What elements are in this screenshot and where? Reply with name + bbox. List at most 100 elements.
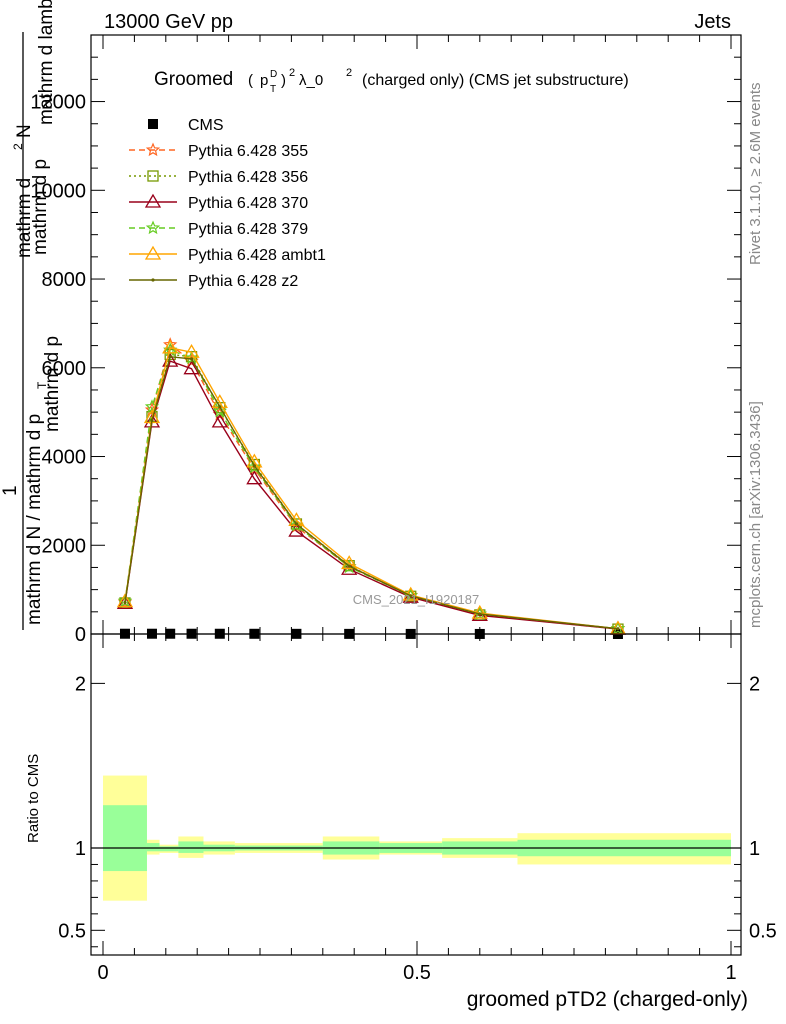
svg-text:N: N	[14, 124, 35, 138]
title-sq2: 2	[346, 67, 352, 79]
legend-marker-ambt1	[144, 245, 162, 260]
watermark: CMS_2021_I1920187	[353, 592, 480, 607]
mcplots-label: mcplots.cern.ch [arXiv:1306.3436]	[747, 401, 764, 628]
header-left: 13000 GeV pp	[104, 11, 233, 33]
legend-label-p356: Pythia 6.428 356	[188, 169, 308, 186]
y-tick-label: 2000	[42, 535, 87, 557]
svg-text:T: T	[35, 381, 49, 389]
x-tick-label: 0.5	[403, 962, 431, 984]
series-line-p355	[124, 343, 619, 630]
svg-text:(charged only) (CMS jet substr: (charged only) (CMS jet substructure)	[362, 72, 629, 89]
title-sub-t: T	[270, 84, 276, 95]
data-point-p379-5	[247, 459, 262, 474]
ratio-band-inner-2	[159, 846, 179, 852]
legend-marker-p355	[145, 142, 161, 157]
data-point-p370-1	[143, 413, 161, 428]
svg-text:p: p	[260, 72, 268, 89]
svg-text:(: (	[248, 72, 253, 89]
legend-marker-p356	[147, 170, 159, 182]
legend-marker-z2	[151, 278, 155, 282]
title-p: p	[260, 72, 268, 89]
data-point-z2-3	[189, 357, 194, 361]
title-sq: 2	[289, 67, 295, 79]
title-lambda: λ_0	[299, 72, 323, 89]
svg-text:1: 1	[0, 485, 21, 496]
data-point-ambt1-9	[471, 604, 488, 619]
svg-text:mathrm d p: mathrm d p	[42, 336, 63, 432]
ratio-y-tick-label-right: 1	[749, 838, 760, 860]
ratio-frame	[90, 633, 742, 956]
svg-text:λ_0: λ_0	[299, 72, 323, 89]
legend: CMS Pythia 6.428 355 Pythia 6.428 356 Pythi…	[129, 117, 326, 290]
data-point-z2-9	[478, 612, 482, 616]
y-tick-label: 12000	[30, 92, 86, 114]
data-point-p370-4	[211, 413, 228, 428]
data-point-z2-0	[123, 600, 127, 605]
data-point-ambt1-0	[116, 593, 134, 608]
svg-text:mathrm d: mathrm d	[14, 178, 35, 258]
data-point-z2-6	[294, 522, 299, 526]
data-point-z2-2	[168, 355, 172, 359]
ratio-y-tick-label-right: 2	[749, 673, 760, 695]
ratio-band-inner-0	[103, 805, 147, 872]
legend-label-ambt1: Pythia 6.428 ambt1	[188, 247, 326, 264]
svg-text:mathrm d lambda: mathrm d lambda	[36, 0, 57, 125]
svg-text:): )	[281, 72, 286, 89]
legend-label-p355: Pythia 6.428 355	[188, 143, 308, 160]
legend-label-cms: CMS	[188, 117, 224, 134]
y-tick-label: 0	[75, 624, 86, 646]
data-point-z2-4	[218, 405, 222, 409]
series-line-p379	[124, 349, 619, 630]
legend-marker-p379	[145, 220, 161, 235]
y-tick-label: 6000	[42, 358, 87, 380]
y-tick-label: 4000	[42, 447, 87, 469]
legend-label-p379: Pythia 6.428 379	[188, 221, 308, 238]
legend-marker-p370	[144, 193, 162, 208]
data-point-ambt1-2	[162, 339, 179, 354]
ratio-y-tick-label: 1	[75, 838, 86, 860]
legend-label-z2: Pythia 6.428 z2	[188, 273, 298, 290]
series-line-z2	[124, 355, 619, 630]
ratio-band-inner-3	[178, 841, 204, 853]
data-point-z2-10	[616, 627, 620, 631]
svg-text:D: D	[270, 69, 277, 80]
data-point-p379-10	[610, 621, 626, 635]
ratio-plot: 0 0.5 1 0.5 0.5 1 1 2 2	[58, 633, 777, 984]
main-plot: 0 2000 4000 6000 8000 10000 12000	[30, 34, 742, 646]
data-point-z2-5	[252, 464, 256, 468]
y-tick-label: 8000	[42, 269, 87, 291]
data-point-z2-8	[409, 594, 413, 598]
title-prefix: Groomed	[154, 69, 233, 90]
svg-text:2: 2	[11, 143, 25, 150]
data-point-z2-1	[150, 418, 154, 422]
svg-text:2: 2	[289, 67, 295, 79]
ratio-y-tick-label: 0.5	[58, 920, 86, 942]
y-tick-label: 10000	[30, 180, 86, 202]
data-point-z2-7	[347, 564, 351, 568]
data-point-p370-3	[183, 360, 200, 375]
data-point-p379-3	[184, 350, 199, 365]
ratio-y-tick-label: 2	[75, 673, 86, 695]
legend-marker-cms	[148, 119, 158, 129]
svg-text:T: T	[270, 84, 276, 95]
series-line-p356	[124, 353, 619, 630]
ratio-band-inner-1	[146, 843, 160, 852]
x-tick-label: 1	[725, 962, 736, 984]
ratio-y-tick-label-right: 0.5	[749, 920, 777, 942]
svg-text:2: 2	[346, 67, 352, 79]
data-point-p370-5	[246, 470, 263, 485]
title-suffix: (charged only) (CMS jet substructure)	[362, 72, 629, 89]
title-sup-d: D	[270, 69, 277, 80]
plot-title: Groomed ( p D T ) 2 λ_0 2 (charged only)…	[154, 67, 629, 95]
data-point-p370-0	[116, 595, 134, 610]
legend-label-p370: Pythia 6.428 370	[188, 195, 308, 212]
svg-text:mathrm d p: mathrm d p	[30, 159, 51, 255]
y-axis-label-main: mathrm d 2 N mathrm d p mathrm d lambda …	[0, 0, 63, 630]
data-point-ambt1-3	[183, 343, 200, 358]
x-axis-label: groomed pTD2 (charged-only)	[467, 988, 748, 1011]
x-tick-label: 0	[97, 962, 108, 984]
series-line-ambt1	[124, 346, 619, 630]
y-axis-label-ratio: Ratio to CMS	[25, 754, 42, 843]
rivet-label: Rivet 3.1.10, ≥ 2.6M events	[747, 83, 764, 266]
